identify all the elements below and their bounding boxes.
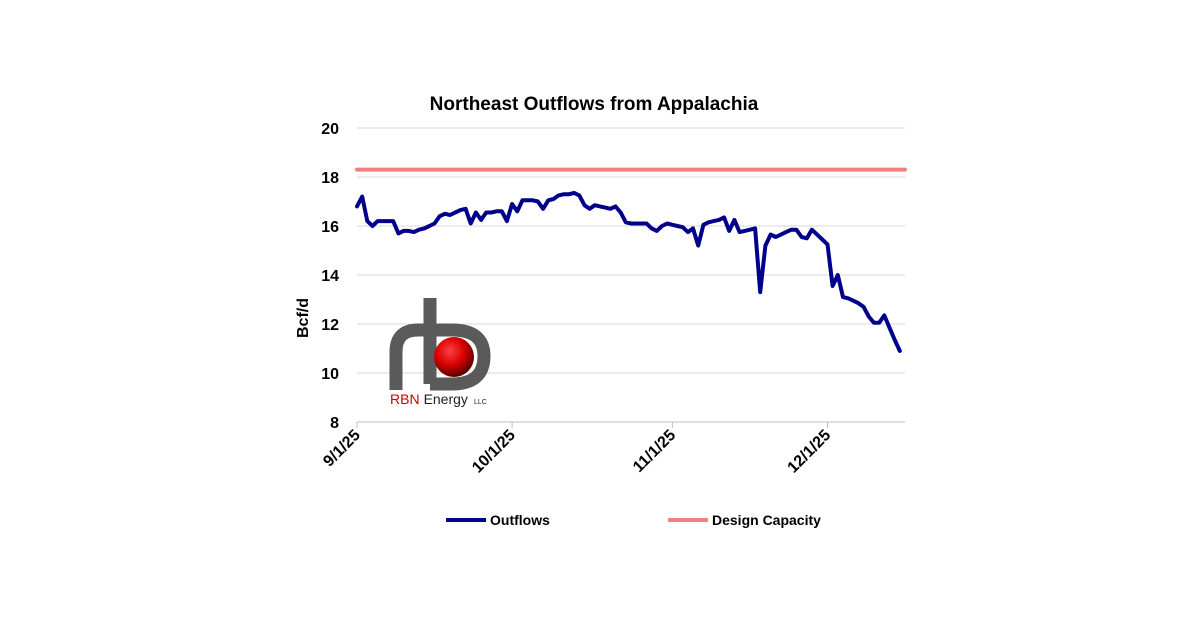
logo-pipe-left bbox=[389, 323, 430, 390]
series-lines bbox=[355, 167, 907, 353]
logo-wordmark: RBN Energy bbox=[390, 391, 468, 407]
logo-wordmark-energy: Energy bbox=[424, 391, 468, 407]
y-tick-label: 20 bbox=[321, 121, 339, 138]
y-tick-label: 8 bbox=[330, 415, 339, 432]
x-tick-label: 10/1/25 bbox=[469, 427, 519, 477]
chart-title: Northeast Outflows from Appalachia bbox=[430, 94, 759, 115]
rbn-energy-logo: RBN Energy LLC bbox=[389, 298, 491, 407]
x-tick-label: 11/1/25 bbox=[630, 427, 679, 476]
x-tick-label: 9/1/25 bbox=[320, 427, 364, 471]
x-tick-label: 12/1/25 bbox=[785, 427, 835, 477]
logo-llc: LLC bbox=[474, 399, 487, 406]
y-tick-label: 16 bbox=[321, 219, 339, 236]
y-tick-label: 18 bbox=[321, 170, 339, 187]
logo-bowl bbox=[430, 323, 491, 391]
legend-label-design-capacity: Design Capacity bbox=[712, 512, 821, 528]
y-axis-ticks: 8 10 12 14 16 18 20 bbox=[321, 121, 339, 432]
logo-red-ball bbox=[434, 337, 474, 377]
x-axis: 9/1/25 10/1/25 11/1/25 12/1/25 bbox=[320, 421, 905, 477]
legend-label-outflows: Outflows bbox=[490, 512, 550, 528]
series-line-outflows bbox=[355, 190, 902, 353]
legend: Outflows Design Capacity bbox=[446, 512, 821, 528]
logo-wordmark-rbn: RBN bbox=[390, 391, 420, 407]
y-axis-label: Bcf/d bbox=[295, 298, 312, 338]
y-tick-label: 10 bbox=[321, 366, 339, 383]
y-tick-label: 14 bbox=[321, 268, 339, 285]
y-tick-label: 12 bbox=[321, 317, 339, 334]
